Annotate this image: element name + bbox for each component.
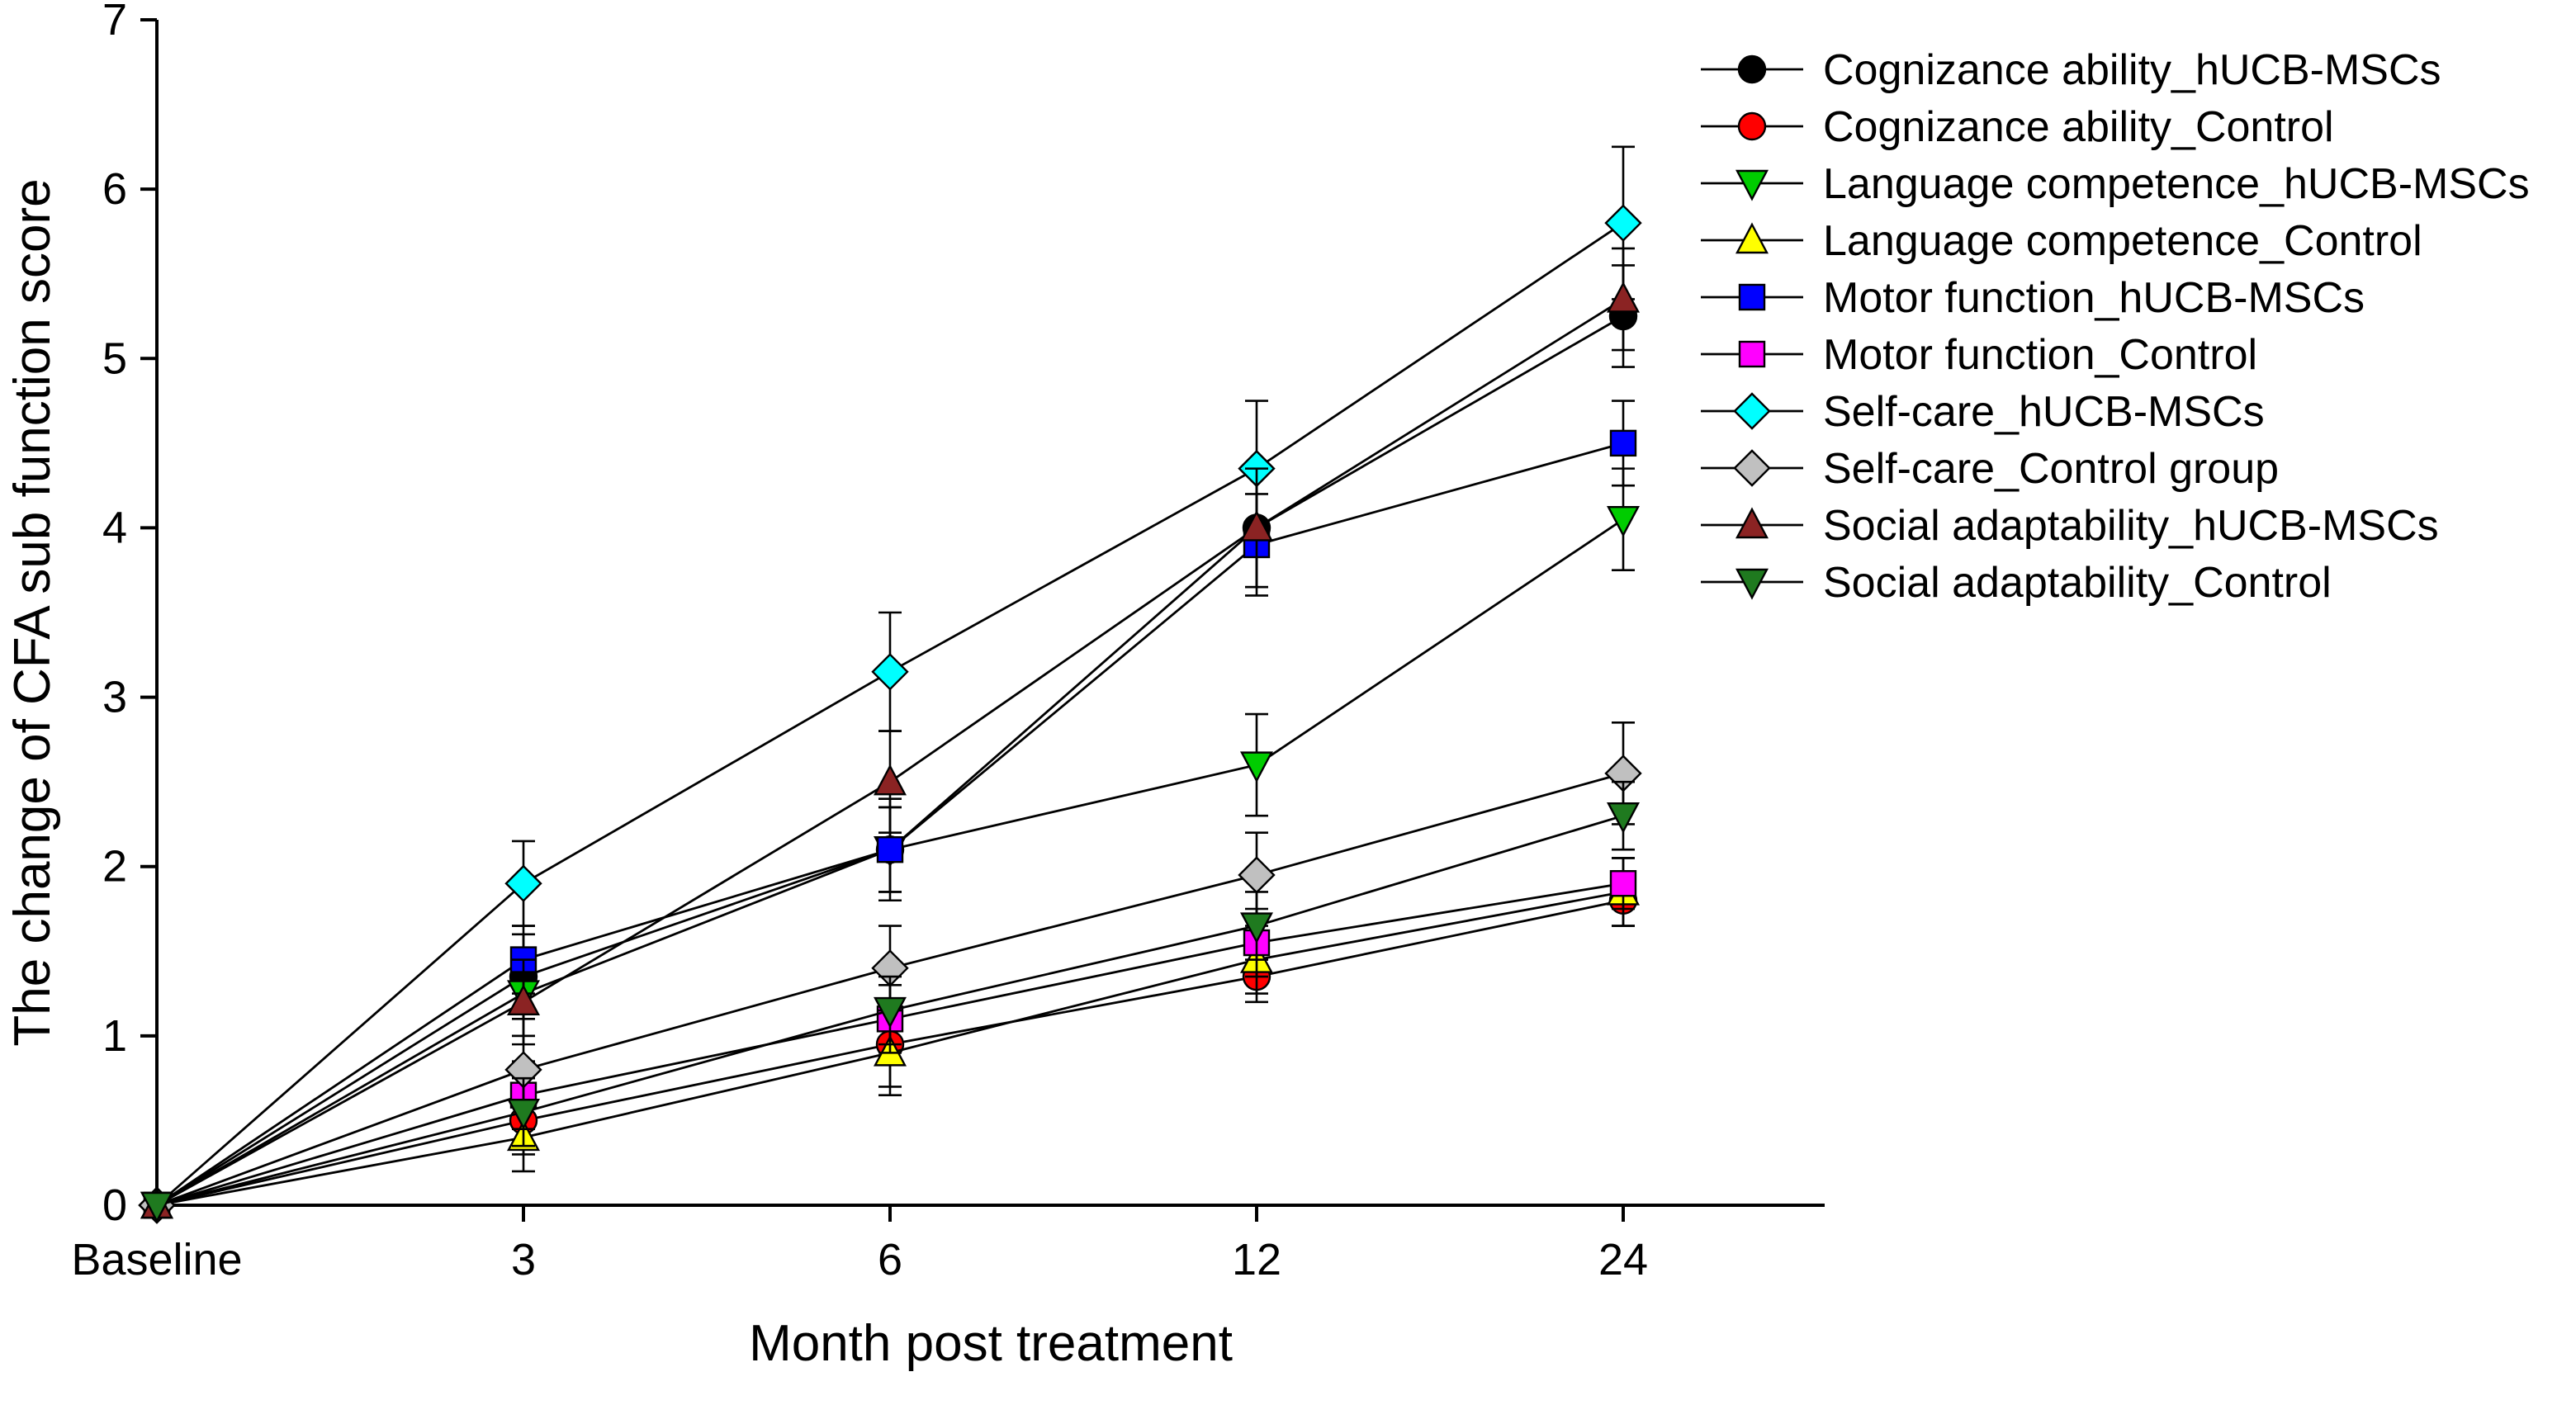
diamond-marker: [1238, 856, 1276, 894]
x-tick-label: 24: [1598, 1235, 1648, 1284]
legend-label: Motor function_hUCB-MSCs: [1823, 274, 2365, 322]
x-tick-label: 12: [1232, 1235, 1281, 1284]
diamond-marker: [1604, 204, 1642, 242]
triangle-down-marker: [1607, 505, 1640, 537]
y-tick-label: 3: [102, 673, 127, 722]
triangle-up-marker: [1735, 222, 1769, 254]
legend-item-1: Cognizance ability_Control: [1701, 103, 2334, 151]
circle-marker: [1737, 111, 1767, 141]
diamond-marker: [871, 653, 909, 691]
legend-label: Social adaptability_hUCB-MSCs: [1823, 502, 2439, 550]
x-tick-label: 3: [511, 1235, 536, 1284]
legend-item-8: Social adaptability_hUCB-MSCs: [1701, 502, 2439, 550]
triangle-up-marker: [507, 984, 540, 1016]
legend-item-4: Motor function_hUCB-MSCs: [1701, 274, 2365, 322]
triangle-down-marker: [1240, 751, 1273, 783]
y-tick-label: 4: [102, 503, 127, 552]
triangle-up-marker: [1735, 507, 1769, 539]
legend-label: Social adaptability_Control: [1823, 559, 2332, 607]
series-9: [140, 780, 1640, 1223]
legend-label: Self-care_hUCB-MSCs: [1823, 388, 2265, 436]
triangle-up-marker: [874, 764, 907, 796]
legend-item-2: Language competence_hUCB-MSCs: [1701, 160, 2530, 208]
triangle-down-marker: [1735, 568, 1769, 600]
triangle-down-marker: [1735, 169, 1769, 201]
y-tick-label: 1: [102, 1011, 127, 1061]
diamond-marker: [1733, 449, 1771, 487]
y-axis-label: The change of CFA sub function score: [4, 178, 61, 1046]
x-tick-label: Baseline: [71, 1235, 242, 1284]
legend-label: Cognizance ability_hUCB-MSCs: [1823, 46, 2441, 94]
legend-item-7: Self-care_Control group: [1701, 445, 2279, 493]
x-axis-label: Month post treatment: [749, 1315, 1233, 1372]
legend: Cognizance ability_hUCB-MSCs Cognizance a…: [1701, 46, 2530, 607]
legend-item-6: Self-care_hUCB-MSCs: [1701, 388, 2265, 436]
axes: [155, 20, 1825, 1207]
diamond-marker: [504, 864, 542, 902]
x-tick-label: 6: [878, 1235, 902, 1284]
legend-label: Self-care_Control group: [1823, 445, 2279, 493]
square-marker: [1609, 870, 1637, 897]
y-tick-label: 2: [102, 842, 127, 892]
triangle-down-marker: [507, 1098, 540, 1130]
legend-item-0: Cognizance ability_hUCB-MSCs: [1701, 46, 2441, 94]
y-tick-label: 0: [102, 1180, 127, 1230]
triangle-down-marker: [1240, 912, 1273, 944]
legend-item-5: Motor function_Control: [1701, 331, 2257, 379]
square-marker: [1738, 340, 1766, 368]
triangle-up-marker: [1607, 281, 1640, 313]
square-marker: [1609, 429, 1637, 457]
legend-label: Language competence_Control: [1823, 217, 2422, 265]
diamond-marker: [1733, 392, 1771, 430]
triangle-up-marker: [1240, 509, 1273, 542]
triangle-down-marker: [140, 1191, 173, 1223]
y-tick-label: 7: [102, 0, 127, 45]
legend-item-9: Social adaptability_Control: [1701, 559, 2332, 607]
legend-label: Language competence_hUCB-MSCs: [1823, 160, 2530, 208]
y-tick-label: 6: [102, 164, 127, 214]
triangle-down-marker: [1607, 802, 1640, 834]
circle-marker: [1737, 54, 1767, 84]
y-tick-label: 5: [102, 334, 127, 383]
legend-item-3: Language competence_Control: [1701, 217, 2422, 265]
triangle-down-marker: [874, 996, 907, 1029]
square-marker: [1738, 283, 1766, 311]
square-marker: [876, 836, 904, 863]
legend-label: Motor function_Control: [1823, 331, 2257, 379]
legend-label: Cognizance ability_Control: [1823, 103, 2334, 151]
